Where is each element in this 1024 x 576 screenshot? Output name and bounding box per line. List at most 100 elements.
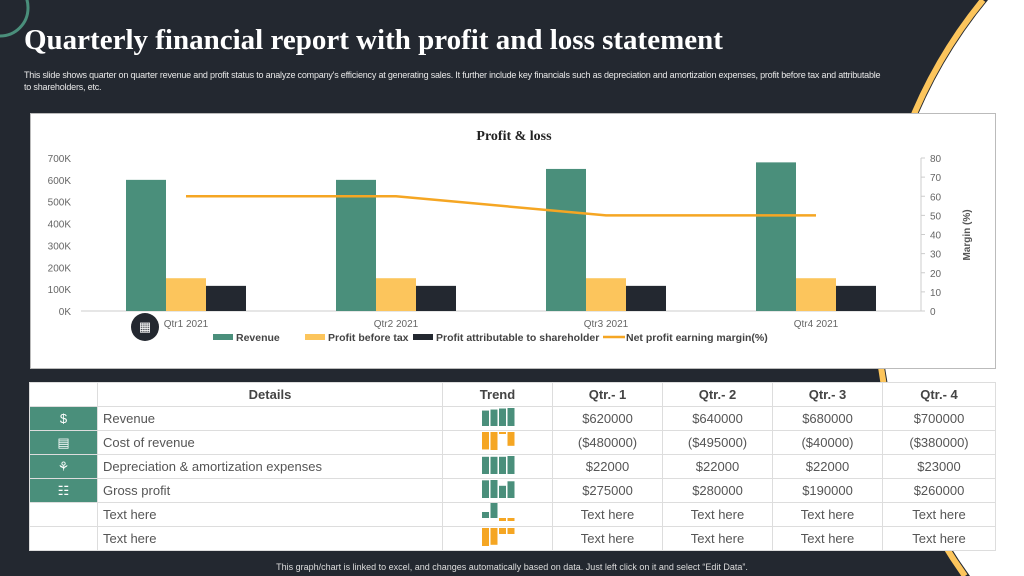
bar-profit-attributable-to-shareholder: [836, 285, 876, 311]
y2-tick-label: 40: [930, 231, 942, 242]
x-tick-label: Qtr1 2021: [164, 319, 209, 330]
profit-loss-chart[interactable]: Profit & loss 0K 100K 200K 300K 400K 500K 600K 7…: [30, 113, 996, 369]
bar-profit-before-tax: [376, 278, 416, 311]
teal-ring-icon: [0, 0, 30, 38]
header-q4: Qtr.- 4: [882, 382, 996, 407]
trend-bar: [498, 518, 506, 521]
table-header-row: Details Trend Qtr.- 1 Qtr.- 2 Qtr.- 3 Qt…: [29, 382, 996, 407]
row-label: Revenue: [97, 406, 443, 431]
trend-sparkline: [481, 456, 514, 474]
trend-cell: [442, 526, 553, 551]
bar-revenue: [126, 179, 166, 311]
y-tick-label: 0K: [59, 307, 72, 318]
value-q3: ($40000): [772, 430, 883, 455]
bar-revenue: [756, 162, 796, 311]
trend-sparkline: [481, 432, 514, 450]
y2-tick-label: 10: [930, 288, 942, 299]
y-tick-label: 200K: [48, 263, 72, 274]
value-q3: $680000: [772, 406, 883, 431]
trend-bar: [481, 512, 489, 518]
trend-bar: [498, 456, 506, 474]
trend-bar: [490, 480, 497, 498]
trend-bar: [507, 432, 514, 446]
y2-tick-label: 70: [930, 173, 942, 184]
row-icon-cell: ▤: [29, 430, 98, 455]
y2-tick-label: 20: [930, 269, 942, 280]
line-net-profit-margin: [186, 195, 816, 217]
calendar-icon: ▦: [131, 313, 159, 341]
trend-bar: [507, 481, 514, 498]
y-tick-label: 500K: [48, 198, 72, 209]
bar-profit-before-tax: [796, 278, 836, 311]
trend-sparkline: [481, 408, 514, 426]
value-q1: $22000: [552, 454, 663, 479]
trend-bar: [490, 500, 497, 518]
header-q2: Qtr.- 2: [662, 382, 773, 407]
value-q1: Text here: [552, 502, 663, 527]
row-icon-cell: ⚘: [29, 454, 98, 479]
table-row: ▤ Cost of revenue ($480000) ($495000) ($4000…: [29, 430, 996, 455]
legend-item: Net profit earning margin(%): [603, 332, 768, 344]
value-q2: Text here: [662, 526, 773, 551]
trend-bar: [498, 432, 506, 434]
x-tick-label: Qtr3 2021: [584, 319, 629, 330]
value-q2: ($495000): [662, 430, 773, 455]
value-q4: Text here: [882, 526, 996, 551]
value-q2: Text here: [662, 502, 773, 527]
header-icon-col: [29, 382, 98, 407]
header-q1: Qtr.- 1: [552, 382, 663, 407]
trend-cell: [442, 478, 553, 503]
chart-title: Profit & loss: [476, 129, 552, 144]
y2-tick-label: 50: [930, 211, 942, 222]
y-tick-label: 600K: [48, 176, 72, 187]
value-q3: Text here: [772, 502, 883, 527]
table-row: ☷ Gross profit $275000 $280000 $190000 $26000…: [29, 478, 996, 503]
trend-bar: [507, 518, 514, 521]
value-q1: ($480000): [552, 430, 663, 455]
table-row: $ Revenue $620000 $640000 $680000 $700000: [29, 406, 996, 431]
plant-chart-icon: ⚘: [57, 458, 70, 474]
value-q2: $22000: [662, 454, 773, 479]
trend-bar: [481, 456, 489, 474]
table-row: Text here Text here Text here Text here Text…: [29, 526, 996, 551]
row-label: Text here: [97, 502, 443, 527]
y2-tick-label: 80: [930, 154, 942, 165]
value-q1: $620000: [552, 406, 663, 431]
value-q4: Text here: [882, 502, 996, 527]
trend-bar: [507, 528, 514, 534]
trend-bar: [498, 408, 506, 426]
legend-item: Profit attributable to shareholder: [413, 332, 599, 344]
value-q3: $22000: [772, 454, 883, 479]
trend-cell: [442, 454, 553, 479]
money-hand-icon: $: [59, 411, 68, 426]
header-trend: Trend: [442, 382, 553, 407]
trend-bar: [490, 528, 497, 545]
trend-bar: [507, 456, 514, 474]
row-label: Cost of revenue: [97, 430, 443, 455]
legend-item: Revenue: [213, 332, 280, 344]
bar-revenue: [336, 179, 376, 311]
y-tick-label: 700K: [48, 154, 72, 165]
bar-profit-attributable-to-shareholder: [206, 285, 246, 311]
page-subtitle: This slide shows quarter on quarter reve…: [24, 70, 881, 92]
trend-bar: [490, 456, 497, 474]
trend-bar: [507, 408, 514, 426]
y-tick-label: 400K: [48, 220, 72, 231]
y2-tick-label: 60: [930, 192, 942, 203]
bar-profit-before-tax: [166, 278, 206, 311]
trend-bar: [481, 432, 489, 450]
header-details: Details: [97, 382, 443, 407]
financial-table: Details Trend Qtr.- 1 Qtr.- 2 Qtr.- 3 Qt…: [29, 382, 996, 551]
trend-sparkline: [481, 528, 514, 546]
value-q1: Text here: [552, 526, 663, 551]
y2-tick-label: 0: [930, 307, 936, 318]
growth-chart-icon: ▤: [57, 434, 70, 450]
value-q4: $23000: [882, 454, 996, 479]
x-tick-label: Qtr2 2021: [374, 319, 419, 330]
trend-bar: [481, 480, 489, 498]
y-tick-label: 100K: [48, 285, 72, 296]
legend-swatch: [213, 334, 233, 340]
trend-cell: [442, 430, 553, 455]
legend-swatch: [305, 334, 325, 340]
bar-profit-attributable-to-shareholder: [416, 285, 456, 311]
